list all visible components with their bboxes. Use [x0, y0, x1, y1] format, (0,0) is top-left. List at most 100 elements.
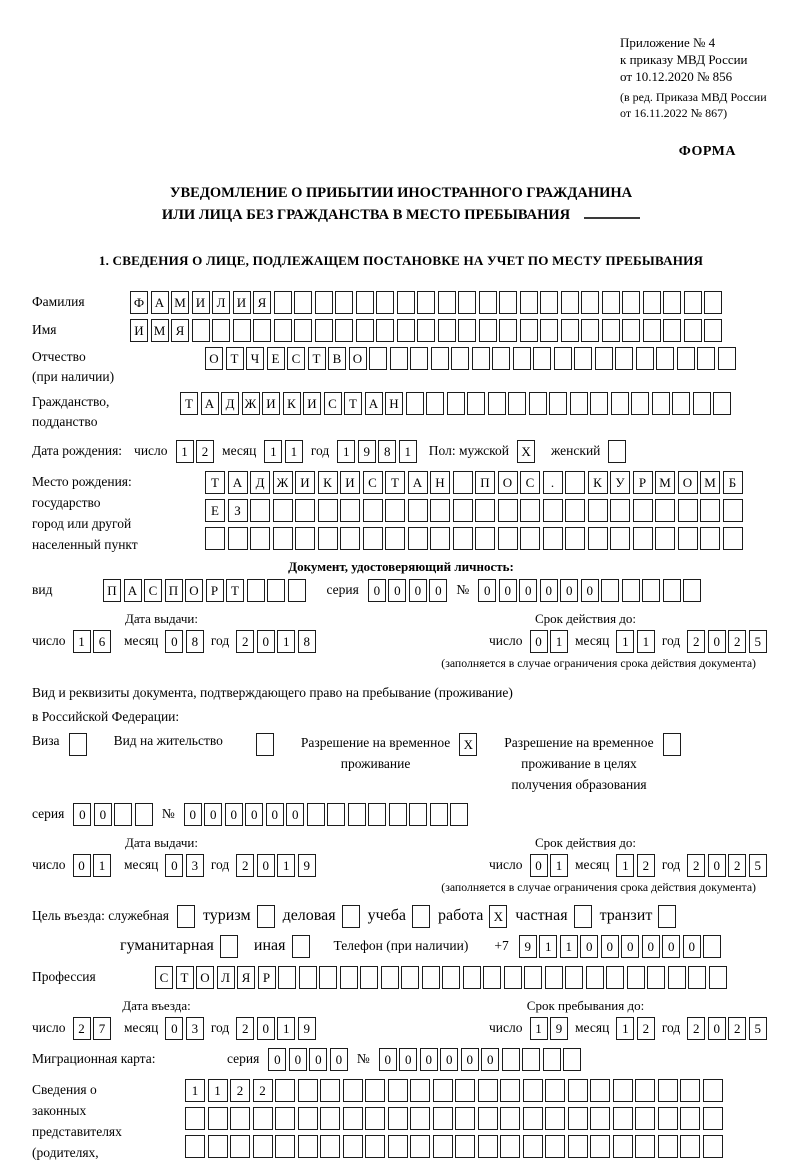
form-cell — [410, 1078, 430, 1102]
form-cell — [676, 346, 695, 370]
form-cell: У — [610, 470, 630, 494]
form-cell — [342, 1106, 363, 1130]
form-cell: К — [587, 470, 608, 494]
form-cell — [409, 802, 428, 826]
form-cell — [610, 526, 630, 550]
purpose-label: Цель въезда: служебная — [32, 908, 169, 924]
form-cell — [503, 965, 522, 989]
form-cell — [114, 802, 133, 826]
form-cell: 0 — [309, 1047, 328, 1071]
expiry-title: Срок действия до: — [534, 834, 637, 850]
form-cell — [407, 526, 428, 550]
form-cell: Б — [722, 470, 743, 494]
form-cell: 1 — [277, 629, 296, 653]
form-cell — [317, 526, 338, 550]
entry-title: Дата въезда: — [122, 997, 191, 1013]
form-cell: 1 — [277, 853, 296, 877]
form-cell — [320, 1106, 340, 1130]
form-cell: 2 — [687, 629, 706, 653]
form-cell: 1 — [277, 1016, 296, 1040]
form-cell: 1 — [264, 439, 283, 463]
form-cell: Д — [250, 470, 270, 494]
form-cell: 2 — [636, 853, 655, 877]
form-cell — [565, 965, 583, 989]
form-cell: 2 — [196, 439, 215, 463]
title-line-1: УВЕДОМЛЕНИЕ О ПРИБЫТИИ ИНОСТРАННОГО ГРАЖ… — [169, 184, 633, 201]
purpose-work-checkbox: X — [489, 904, 508, 928]
form-cell — [452, 470, 473, 494]
form-cell: 0 — [539, 578, 558, 602]
form-cell — [410, 346, 428, 370]
form-cell — [651, 391, 670, 415]
month-label: месяц — [222, 443, 257, 459]
form-cell — [626, 965, 645, 989]
form-cell: 0 — [183, 802, 202, 826]
migration-card-label: Миграционная карта: — [32, 1051, 156, 1067]
form-cell: 8 — [297, 629, 316, 653]
form-cell: Р — [257, 965, 276, 989]
form-cell — [327, 802, 346, 826]
form-cell: 0 — [560, 578, 579, 602]
form-cell: Н — [385, 391, 403, 415]
form-cell — [335, 318, 353, 342]
form-cell: 0 — [268, 1047, 287, 1071]
form-cell: 0 — [367, 578, 386, 602]
form-cell: 0 — [529, 629, 548, 653]
form-cell — [387, 1078, 408, 1102]
form-cell — [635, 1078, 655, 1102]
form-cell — [622, 290, 640, 314]
form-cell — [500, 1134, 520, 1158]
temp-permit-option: Разрешение на временное проживание X — [300, 733, 478, 775]
form-cell — [499, 318, 517, 342]
form-cell: 3 — [185, 853, 204, 877]
form-cell — [212, 318, 230, 342]
form-cell — [622, 318, 640, 342]
form-cell — [635, 1106, 655, 1130]
form-cell: К — [282, 391, 301, 415]
form-cell — [704, 290, 722, 314]
form-cell — [677, 498, 698, 522]
form-cell — [601, 578, 620, 602]
form-cell: X — [517, 439, 536, 463]
form-cell: С — [520, 470, 540, 494]
form-cell: А — [150, 290, 169, 314]
form-cell — [230, 1134, 250, 1158]
form-cell — [497, 526, 518, 550]
form-cell: А — [200, 391, 219, 415]
form-cell: 5 — [748, 1016, 767, 1040]
form-cell — [411, 904, 430, 928]
form-cell: 0 — [256, 629, 275, 653]
form-cell: 1 — [539, 934, 558, 958]
visa-option: Виза — [32, 733, 87, 757]
form-cell — [388, 802, 407, 826]
year-label: год — [210, 633, 230, 649]
form-cell: 2 — [728, 1016, 747, 1040]
form-cell: 0 — [641, 934, 660, 958]
form-cell — [275, 1106, 295, 1130]
temp-permit-label: Разрешение на временное проживание — [300, 735, 451, 772]
form-cell — [647, 965, 665, 989]
form-cell: 0 — [165, 1016, 184, 1040]
form-cell — [432, 1134, 453, 1158]
form-cell — [549, 391, 567, 415]
form-cell: Т — [225, 346, 244, 370]
edu-permit-checkbox — [662, 733, 681, 757]
form-cell — [396, 290, 415, 314]
purpose-other-checkbox — [291, 934, 310, 958]
form-cell — [478, 290, 497, 314]
form-cell — [688, 965, 706, 989]
form-cell — [663, 290, 681, 314]
form-cell — [452, 498, 473, 522]
form-cell — [662, 578, 681, 602]
form-cell — [134, 802, 153, 826]
form-cell — [500, 1106, 520, 1130]
